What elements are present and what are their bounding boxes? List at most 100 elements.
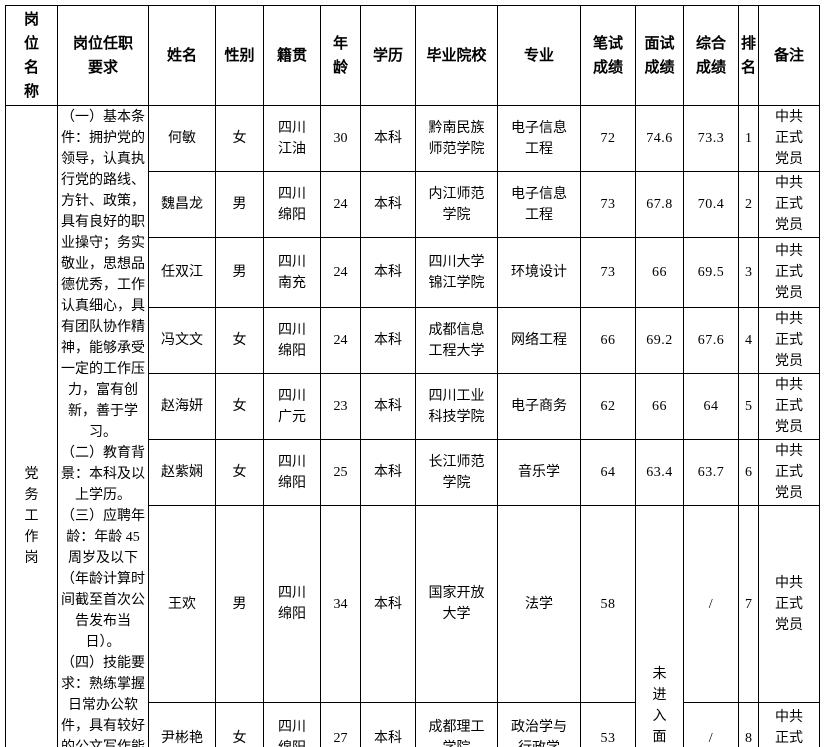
cell-comprehensive-score: / [683, 505, 739, 703]
cell-comprehensive-score: 64 [683, 373, 739, 440]
cell-major: 电子信息 工程 [497, 171, 581, 238]
table-row: 党 务 工 作 岗 （一）基本条件：拥护党的领导，认真执行党的路线、方针、政策，… [5, 105, 820, 747]
cell-education: 本科 [360, 702, 416, 747]
cell-hometown: 四川 绵阳 [263, 439, 321, 506]
cell-rank: 2 [738, 171, 759, 238]
cell-gender: 女 [215, 373, 264, 440]
cell-written-score: 62 [580, 373, 636, 440]
cell-written-score: 73 [580, 171, 636, 238]
cell-written-score: 53 [580, 702, 636, 747]
cell-rank: 7 [738, 505, 759, 703]
cell-age: 25 [320, 439, 361, 506]
cell-remark: 中共 正式 党员 [758, 307, 820, 374]
cell-major: 环境设计 [497, 237, 581, 308]
cell-rank: 1 [738, 105, 759, 172]
cell-age: 23 [320, 373, 361, 440]
cell-major: 政治学与 行政学 [497, 702, 581, 747]
cell-school: 长江师范 学院 [415, 439, 498, 506]
header-gender: 性别 [215, 5, 264, 106]
cell-age: 27 [320, 702, 361, 747]
cell-hometown: 四川 绵阳 [263, 505, 321, 703]
cell-age: 34 [320, 505, 361, 703]
cell-written-score: 58 [580, 505, 636, 703]
header-written-score: 笔试 成绩 [580, 5, 636, 106]
interview-status-merged-cell: 未 进 入 面 试 [635, 505, 684, 747]
cell-gender: 女 [215, 105, 264, 172]
cell-written-score: 66 [580, 307, 636, 374]
header-rank: 排 名 [738, 5, 759, 106]
cell-school: 黔南民族 师范学院 [415, 105, 498, 172]
cell-interview-score: 66 [635, 237, 684, 308]
cell-comprehensive-score: / [683, 702, 739, 747]
cell-written-score: 64 [580, 439, 636, 506]
cell-remark: 中共 正式 党员 [758, 373, 820, 440]
cell-major: 法学 [497, 505, 581, 703]
table-row: 王欢 男 四川 绵阳 34 本科 国家开放 大学 法学 58 未 进 入 面 试… [6, 505, 820, 747]
cell-rank: 6 [738, 439, 759, 506]
cell-name: 赵紫娴 [148, 439, 216, 506]
cell-gender: 男 [215, 171, 264, 238]
table-row: 赵紫娴 女 四川 绵阳 25 本科 长江师范 学院 音乐学 64 63.4 63… [6, 439, 820, 506]
cell-interview-score: 66 [635, 373, 684, 440]
cell-hometown: 四川 江油 [263, 105, 321, 172]
header-name: 姓名 [148, 5, 216, 106]
table-row: 魏昌龙 男 四川 绵阳 24 本科 内江师范 学院 电子信息 工程 73 67.… [6, 171, 820, 238]
cell-comprehensive-score: 69.5 [683, 237, 739, 308]
table-row: 冯文文 女 四川 绵阳 24 本科 成都信息 工程大学 网络工程 66 69.2… [6, 307, 820, 374]
position-name-cell: 党 务 工 作 岗 [5, 105, 58, 747]
header-position: 岗 位 名 称 [5, 5, 58, 106]
header-remark: 备注 [758, 5, 820, 106]
cell-hometown: 四川 绵阳 [263, 171, 321, 238]
cell-name: 魏昌龙 [148, 171, 216, 238]
cell-gender: 女 [215, 702, 264, 747]
cell-name: 王欢 [148, 505, 216, 703]
cell-name: 冯文文 [148, 307, 216, 374]
cell-comprehensive-score: 70.4 [683, 171, 739, 238]
cell-comprehensive-score: 63.7 [683, 439, 739, 506]
cell-age: 24 [320, 237, 361, 308]
cell-school: 成都信息 工程大学 [415, 307, 498, 374]
cell-comprehensive-score: 67.6 [683, 307, 739, 374]
header-hometown: 籍贯 [263, 5, 321, 106]
cell-name: 任双江 [148, 237, 216, 308]
cell-interview-score: 67.8 [635, 171, 684, 238]
cell-education: 本科 [360, 439, 416, 506]
cell-school: 内江师范 学院 [415, 171, 498, 238]
header-age: 年 龄 [320, 5, 361, 106]
cell-remark: 中共 正式 党员 [758, 439, 820, 506]
cell-hometown: 四川 广元 [263, 373, 321, 440]
cell-hometown: 四川 南充 [263, 237, 321, 308]
cell-gender: 男 [215, 505, 264, 703]
cell-interview-score: 69.2 [635, 307, 684, 374]
cell-rank: 8 [738, 702, 759, 747]
cell-major: 音乐学 [497, 439, 581, 506]
cell-name: 尹彬艳 [148, 702, 216, 747]
cell-gender: 女 [215, 439, 264, 506]
cell-comprehensive-score: 73.3 [683, 105, 739, 172]
cell-hometown: 四川 绵阳 [263, 307, 321, 374]
cell-interview-score: 63.4 [635, 439, 684, 506]
cell-rank: 5 [738, 373, 759, 440]
cell-education: 本科 [360, 237, 416, 308]
cell-school: 四川大学 锦江学院 [415, 237, 498, 308]
cell-remark: 中共 正式 党员 [758, 505, 820, 703]
cell-gender: 女 [215, 307, 264, 374]
header-row: 岗 位 名 称 岗位任职 要求 姓名 性别 籍贯 年 龄 学历 毕业院校 专业 … [5, 5, 820, 106]
cell-major: 电子信息 工程 [497, 105, 581, 172]
table-row: 尹彬艳 女 四川 绵阳 27 本科 成都理工 学院 政治学与 行政学 53 / … [6, 702, 820, 747]
cell-written-score: 72 [580, 105, 636, 172]
cell-hometown: 四川 绵阳 [263, 702, 321, 747]
cell-interview-score: 74.6 [635, 105, 684, 172]
cell-name: 何敏 [148, 105, 216, 172]
table-row: 赵海妍 女 四川 广元 23 本科 四川工业 科技学院 电子商务 62 66 6… [6, 373, 820, 440]
cell-major: 电子商务 [497, 373, 581, 440]
cell-school: 国家开放 大学 [415, 505, 498, 703]
cell-school: 成都理工 学院 [415, 702, 498, 747]
cell-education: 本科 [360, 373, 416, 440]
cell-age: 24 [320, 307, 361, 374]
header-comprehensive-score: 综合 成绩 [683, 5, 739, 106]
cell-education: 本科 [360, 105, 416, 172]
cell-age: 24 [320, 171, 361, 238]
header-education: 学历 [360, 5, 416, 106]
cell-education: 本科 [360, 505, 416, 703]
